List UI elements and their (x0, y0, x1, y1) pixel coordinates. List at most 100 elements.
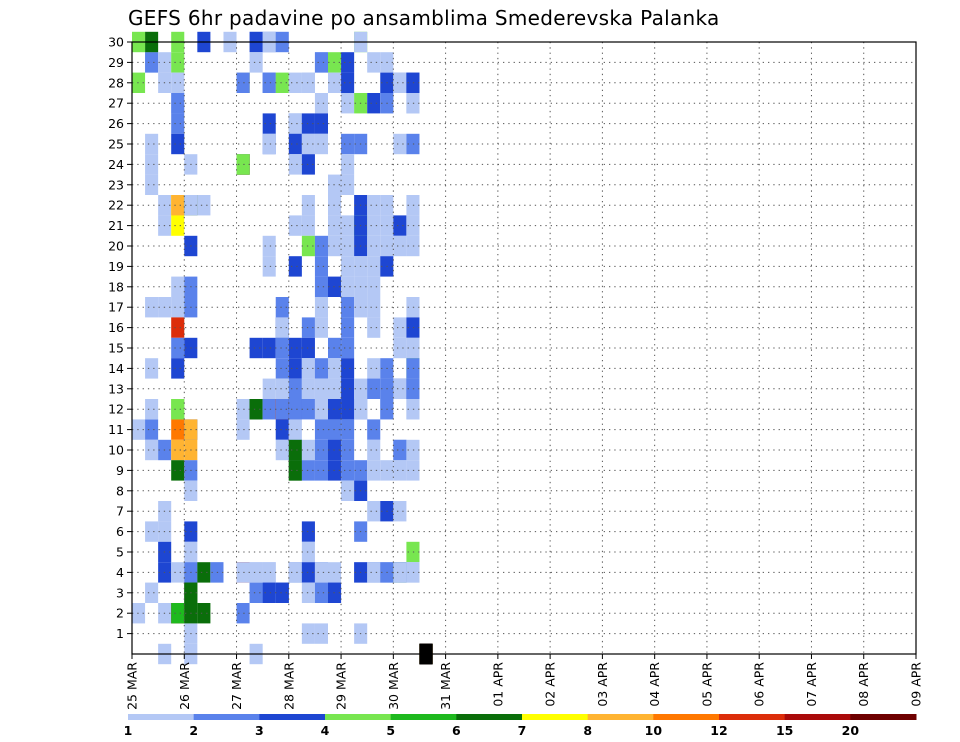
heatmap-cell (301, 133, 315, 155)
heatmap-cell (145, 297, 159, 318)
legend-label: 4 (321, 723, 330, 738)
heatmap-cell (341, 399, 355, 420)
chart-title: GEFS 6hr padavine po ansamblima Smederev… (128, 6, 720, 30)
y-tick-label: 4 (116, 565, 124, 580)
heatmap-cell (314, 623, 328, 644)
heatmap-cell (367, 256, 381, 277)
x-tick-label: 03 APR (595, 662, 610, 707)
heatmap-cell (262, 562, 276, 583)
heatmap-cell (301, 113, 315, 134)
heatmap-cell (171, 358, 185, 379)
heatmap-cell (393, 460, 407, 481)
y-tick-label: 23 (108, 177, 124, 192)
y-tick-label: 19 (108, 259, 124, 274)
legend-label: 1 (124, 723, 133, 738)
x-tick-label: 25 MAR (125, 662, 140, 710)
heatmap-cell (171, 562, 185, 583)
heatmap-cell (301, 317, 315, 338)
legend-label: 8 (583, 723, 592, 738)
heatmap-cell (367, 297, 381, 318)
heatmap-cell (288, 460, 302, 481)
heatmap-cell (171, 603, 185, 624)
x-tick-label: 06 APR (752, 662, 767, 707)
heatmap-cell (262, 256, 276, 277)
heatmap-cell (145, 439, 159, 461)
y-tick-label: 25 (108, 137, 124, 152)
x-tick-label: 08 APR (856, 662, 871, 707)
heatmap-cell (262, 399, 276, 420)
heatmap-cell (367, 501, 381, 522)
heatmap-cell (314, 399, 328, 420)
heatmap-cell (314, 93, 328, 114)
heatmap-cell (341, 317, 355, 338)
heatmap-cell (236, 154, 250, 175)
y-tick-label: 13 (108, 381, 124, 396)
heatmap-cell (341, 154, 355, 175)
heatmap-cell (393, 317, 407, 338)
x-tick-label: 29 MAR (334, 662, 349, 710)
y-tick-label: 6 (116, 524, 124, 539)
x-tick-label: 27 MAR (229, 662, 244, 710)
heatmap-cell (171, 460, 185, 481)
legend-swatch (259, 714, 326, 720)
heatmap-cell (341, 52, 355, 73)
y-tick-label: 2 (116, 606, 124, 621)
x-tick-label: 28 MAR (281, 662, 296, 710)
legend-swatch (522, 714, 589, 720)
y-tick-label: 27 (108, 96, 124, 111)
heatmap-cell (314, 582, 328, 603)
heatmap-cell (393, 215, 407, 236)
heatmap-cell (367, 419, 381, 440)
heatmap-cell (171, 215, 185, 236)
y-tick-label: 7 (116, 504, 124, 519)
heatmap-cell (341, 358, 355, 379)
heatmap-cell (249, 562, 263, 583)
heatmap-cell (275, 399, 289, 420)
heatmap-cell (171, 337, 185, 359)
heatmap-cell (275, 297, 289, 318)
heatmap-cell (197, 195, 211, 216)
x-tick-label: 04 APR (647, 662, 662, 707)
heatmap-cell (197, 562, 211, 583)
heatmap-cell (314, 378, 328, 399)
y-tick-label: 20 (108, 239, 124, 254)
y-tick-label: 10 (108, 443, 124, 458)
heatmap-cell (367, 215, 381, 236)
heatmap-cell (301, 215, 315, 236)
heatmap-cell (301, 358, 315, 379)
heatmap-cell (341, 235, 355, 257)
legend-label: 3 (255, 723, 264, 738)
x-tick-label: 07 APR (804, 662, 819, 707)
legend-swatch (456, 714, 523, 720)
heatmap-cell (145, 52, 159, 73)
heatmap-cell (314, 297, 328, 318)
legend-swatch (587, 714, 654, 720)
y-tick-label: 21 (108, 218, 124, 233)
heatmap-cell (314, 52, 328, 73)
heatmap-cell (145, 419, 159, 440)
heatmap-cell (288, 337, 302, 359)
heatmap-cell (249, 582, 263, 603)
y-tick-label: 3 (116, 585, 124, 600)
heatmap-cell (301, 623, 315, 644)
legend-swatch (325, 714, 392, 720)
heatmap-cell (249, 399, 263, 420)
heatmap-cell (236, 72, 250, 93)
heatmap-cell (275, 582, 289, 603)
heatmap-cell (341, 419, 355, 440)
heatmap-cell (314, 133, 328, 155)
heatmap-cell (314, 276, 328, 297)
heatmap-cell (236, 419, 250, 440)
x-tick-label: 02 APR (543, 662, 558, 707)
heatmap-cell (197, 603, 211, 624)
heatmap-cell (288, 378, 302, 399)
y-tick-label: 1 (116, 626, 124, 641)
heatmap-cell (288, 154, 302, 175)
x-tick-label: 31 MAR (438, 662, 453, 710)
x-tick-label: 05 APR (699, 662, 714, 707)
x-tick-label: 30 MAR (386, 662, 401, 710)
heatmap-cell (301, 337, 315, 359)
heatmap-cell (367, 276, 381, 297)
heatmap-cell (367, 358, 381, 379)
